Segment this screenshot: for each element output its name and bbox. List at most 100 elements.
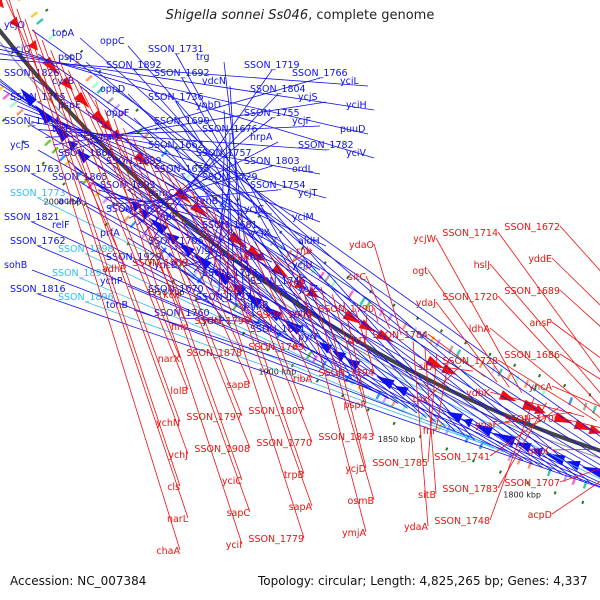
leader-line bbox=[229, 85, 246, 311]
gene-label: hns bbox=[171, 322, 188, 333]
leader-line bbox=[0, 45, 375, 159]
outer-feature-band bbox=[305, 351, 313, 360]
leader-line bbox=[37, 197, 600, 480]
gene-label: SSON_1755 bbox=[244, 108, 300, 119]
leader-line bbox=[331, 294, 375, 437]
gene-label: ynaI bbox=[244, 252, 264, 263]
leader-line bbox=[223, 216, 313, 443]
inner-feature-band bbox=[118, 109, 127, 118]
outer-feature-band bbox=[2, 92, 10, 100]
inner-feature-band bbox=[112, 103, 121, 112]
leader-line bbox=[201, 205, 225, 280]
gene-label: yncA bbox=[529, 382, 553, 393]
gene-label: SSON_1785 bbox=[372, 458, 428, 469]
gene-label: pyrF bbox=[298, 332, 319, 343]
scale-tick bbox=[346, 275, 350, 280]
leader-line bbox=[373, 307, 379, 323]
gene-label: SSON_1729 bbox=[202, 172, 258, 183]
inner-feature-band bbox=[365, 300, 372, 309]
gene-label: ynbE bbox=[154, 212, 178, 223]
gene-label: yciO bbox=[292, 308, 313, 319]
outer-feature-band bbox=[0, 85, 4, 93]
scale-tick bbox=[392, 303, 396, 308]
outer-feature-band bbox=[27, 120, 35, 128]
scale-tick bbox=[581, 500, 585, 505]
gene-label: SSON_1762 bbox=[10, 236, 66, 247]
inner-feature-band bbox=[106, 97, 114, 105]
outer-feature-band bbox=[16, 108, 24, 116]
gene-label: SSON_1816 bbox=[10, 284, 66, 295]
leader-line bbox=[133, 309, 371, 390]
gene-label: SSON_1783 bbox=[442, 484, 498, 495]
leader-line bbox=[559, 353, 600, 380]
scale-tick bbox=[41, 161, 46, 165]
gene-label: ycjJ bbox=[288, 278, 304, 289]
leader-line bbox=[497, 295, 600, 407]
gene-label: narX bbox=[158, 354, 181, 365]
leader-line bbox=[76, 80, 181, 295]
scale-tick bbox=[1, 118, 6, 122]
gene-label: SSON_1765 bbox=[10, 92, 66, 103]
leader-line bbox=[559, 225, 600, 272]
gene-label: SSON_1794 bbox=[318, 368, 374, 379]
gene-label: sitB bbox=[418, 490, 436, 501]
gene-label: chaA bbox=[156, 546, 180, 557]
gene-label: ycjT bbox=[298, 188, 317, 199]
gene-label: SSON_1782 bbox=[298, 140, 354, 151]
leader-line bbox=[31, 29, 600, 437]
gene-label: pspF bbox=[344, 400, 366, 411]
leader-line bbox=[192, 191, 305, 539]
leader-line bbox=[497, 411, 572, 425]
gene-label: SSON_1672 bbox=[504, 222, 560, 233]
gene-label: SSON_1763 bbox=[4, 164, 60, 175]
inner-feature-band bbox=[506, 372, 512, 381]
leader-line bbox=[427, 353, 438, 463]
gene-label: ycjS bbox=[298, 92, 318, 103]
gene-label: SSON_1811 bbox=[250, 324, 306, 335]
leader-line bbox=[551, 448, 600, 451]
scale-tick bbox=[392, 421, 396, 426]
gene-label: oppC bbox=[100, 36, 125, 47]
leader-line bbox=[152, 155, 243, 353]
gene-label: aldH bbox=[298, 236, 320, 247]
gene-label: osmB bbox=[347, 496, 374, 507]
leader-line bbox=[133, 261, 389, 399]
leader-line bbox=[175, 101, 343, 374]
leader-line bbox=[50, 50, 189, 391]
leader-line bbox=[0, 58, 369, 87]
gene-label: lolB bbox=[170, 386, 188, 397]
scale-tick bbox=[366, 407, 370, 412]
outer-feature-band bbox=[350, 377, 357, 386]
gene-label: ribA bbox=[293, 374, 313, 385]
outer-feature-band bbox=[51, 146, 59, 154]
gene-label: SSON_1720 bbox=[442, 292, 498, 303]
gene-label: trpB bbox=[284, 470, 304, 481]
leader-line bbox=[320, 287, 367, 469]
gene-label: yciI bbox=[226, 540, 242, 551]
gene-label: SSON_1865 bbox=[52, 172, 108, 183]
gene-label: pgpB bbox=[244, 300, 269, 311]
gene-label: ycjZ bbox=[298, 284, 318, 295]
reverse-gene-arrow bbox=[588, 424, 600, 435]
leader-line bbox=[497, 231, 600, 373]
gene-label: cls bbox=[167, 482, 180, 493]
leader-line bbox=[89, 182, 273, 263]
gene-label: SSON_1686 bbox=[504, 350, 560, 361]
gene-label: ogt bbox=[412, 266, 428, 277]
leader-line bbox=[37, 53, 600, 445]
leader-line bbox=[175, 197, 307, 352]
gene-label: vdcN bbox=[202, 76, 226, 87]
gene-label: ychJ bbox=[168, 450, 188, 461]
inner-feature-band bbox=[568, 396, 574, 406]
leader-line bbox=[0, 53, 375, 111]
gene-label: SSON_1804 bbox=[250, 84, 306, 95]
leader-line bbox=[16, 8, 189, 519]
gene-label: sohB bbox=[4, 260, 27, 271]
forward-gene-arrow bbox=[473, 424, 494, 437]
scale-tick bbox=[83, 202, 87, 207]
leader-line bbox=[559, 468, 600, 483]
leader-line bbox=[551, 257, 600, 306]
leader-line bbox=[489, 397, 535, 521]
leader-line bbox=[424, 347, 437, 495]
